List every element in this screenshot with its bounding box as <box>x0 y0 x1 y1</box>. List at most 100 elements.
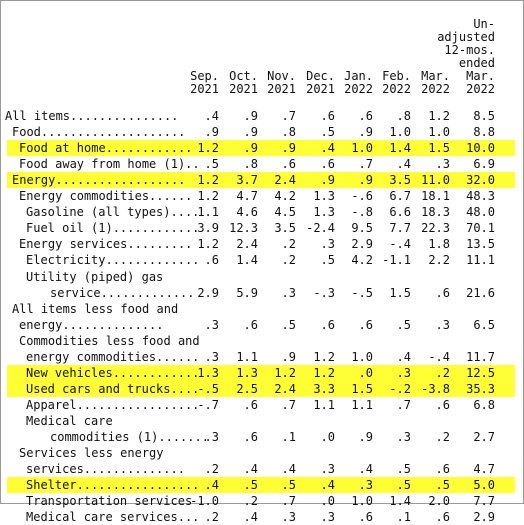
row-label: energy.............. <box>19 317 164 332</box>
cell-unadjusted_12mos: 6.5 <box>473 317 495 332</box>
row-label: Gasoline (all types).... <box>26 205 200 220</box>
cell-dec2021: 1.1 <box>313 397 335 412</box>
row-label: Electricity............. <box>26 253 200 268</box>
cell-mar2022: 1.0 <box>428 125 450 140</box>
cell-sep2021: .3 <box>204 317 219 332</box>
cell-oct2021: .4 <box>243 510 258 525</box>
cell-feb2022: -.4 <box>389 237 411 252</box>
cell-dec2021: .3 <box>320 510 335 525</box>
row-label: Services less energy <box>19 446 164 461</box>
cell-nov2021: .2 <box>281 253 296 268</box>
column-header-line: 2021 <box>229 82 258 96</box>
column-header-sep2021: Sep. 2021 <box>183 70 219 96</box>
cell-feb2022: .4 <box>396 157 411 172</box>
cell-unadjusted_12mos: 12.5 <box>466 365 495 380</box>
cell-oct2021: 12.3 <box>229 221 258 236</box>
column-header-line: Un- <box>473 17 495 31</box>
cell-mar2022: 22.3 <box>421 221 450 236</box>
column-header-line: Mar. <box>466 69 495 83</box>
cell-nov2021: 2.4 <box>274 173 296 188</box>
cell-feb2022: .5 <box>396 478 411 493</box>
column-header-line: 2021 <box>267 82 296 96</box>
row-label: commodities (1)....... <box>50 430 209 444</box>
column-header-line: Feb. <box>382 69 411 83</box>
cell-mar2022: 1.2 <box>428 109 450 123</box>
cell-nov2021: .5 <box>281 478 296 493</box>
cell-oct2021: .6 <box>243 430 258 444</box>
cell-nov2021: 2.4 <box>274 381 296 396</box>
cell-unadjusted_12mos: 48.0 <box>466 205 495 220</box>
cell-sep2021: .3 <box>204 430 219 444</box>
cell-feb2022: .5 <box>396 317 411 332</box>
table-row: commodities (1)....... .3.6.1.0.9.3.2 2.7 <box>0 429 524 445</box>
table-row: Apparel................. -.7 .6 .7 1.1 1.1 .7.… <box>0 397 524 413</box>
row-label: All items less food and <box>12 301 179 316</box>
cell-oct2021: .9 <box>243 109 258 123</box>
cell-jan2022: .7 <box>358 157 373 172</box>
cell-feb2022: 6.7 <box>389 189 411 204</box>
cell-oct2021: 1.3 <box>236 365 258 380</box>
row-label: Medical care services... <box>26 510 200 525</box>
row-label: Energy.................. <box>12 173 186 188</box>
cell-jan2022: -.8 <box>351 205 373 220</box>
cell-mar2022: .3 <box>435 317 450 332</box>
cell-nov2021: .3 <box>281 285 296 300</box>
column-header-line: Dec. <box>306 69 335 83</box>
cell-oct2021: 4.6 <box>236 205 258 220</box>
cell-mar2022: 1.8 <box>428 237 450 252</box>
cell-sep2021: 2.9 <box>197 285 219 300</box>
column-header-line: 12-mos. <box>444 43 495 57</box>
column-headers: Sep. 2021 Oct. 2021 Nov. 2021 Dec. 2021 Jan. 2022… <box>0 6 524 96</box>
cell-dec2021: .6 <box>320 109 335 123</box>
cell-mar2022: .6 <box>435 285 450 300</box>
cell-sep2021: 1.3 <box>197 365 219 380</box>
cell-unadjusted_12mos: 7.7 <box>473 494 495 509</box>
cell-unadjusted_12mos: 70.1 <box>466 221 495 236</box>
column-header-line: Mar. <box>421 69 450 83</box>
cell-sep2021: 1.2 <box>197 189 219 204</box>
row-label: services.............. <box>26 462 185 477</box>
column-header-line: Nov. <box>267 69 296 83</box>
cell-nov2021: .1 <box>281 430 296 444</box>
cell-dec2021: 1.2 <box>313 365 335 380</box>
cell-mar2022: 18.1 <box>421 189 450 204</box>
cell-sep2021: -.7 <box>197 397 219 412</box>
cell-dec2021: .3 <box>320 462 335 477</box>
cell-sep2021: .9 <box>204 125 219 140</box>
cell-nov2021: .2 <box>281 237 296 252</box>
cell-dec2021: .9 <box>320 173 335 188</box>
row-label: Food away from home (1).. <box>19 157 200 172</box>
row-label: Utility (piped) gas <box>26 269 164 284</box>
cell-jan2022: 1.0 <box>351 494 373 509</box>
cell-jan2022: .4 <box>358 462 373 477</box>
cell-jan2022: .0 <box>358 365 373 380</box>
cell-dec2021: -2.4 <box>306 221 335 236</box>
cell-oct2021: 4.7 <box>236 189 258 204</box>
row-label: Medical care <box>26 413 113 428</box>
cell-feb2022: -.2 <box>389 381 411 396</box>
cell-jan2022: 4.2 <box>351 253 373 268</box>
cell-nov2021: 4.5 <box>274 205 296 220</box>
cell-oct2021: .4 <box>243 462 258 477</box>
cell-oct2021: .5 <box>243 478 258 493</box>
column-header-line: 2022 <box>421 82 450 96</box>
cell-nov2021: .7 <box>281 397 296 412</box>
table-row-highlighted: New vehicles............ 1.3 1.3 1.2 1.2.0.3… <box>0 364 524 381</box>
cell-feb2022: 1.0 <box>389 125 411 140</box>
column-header-line: 2022 <box>466 82 495 96</box>
cell-sep2021: 1.1 <box>197 205 219 220</box>
cell-mar2022: 11.0 <box>421 173 450 188</box>
column-header-jan2022: Jan. 2022 <box>337 70 373 96</box>
row-label: Used cars and trucks.... <box>26 381 200 396</box>
cell-jan2022: .6 <box>358 109 373 123</box>
cell-nov2021: 4.2 <box>274 189 296 204</box>
cell-dec2021: 1.2 <box>313 349 335 364</box>
table-row: Gasoline (all types).... 1.1 4.6 4.5 1.3 -.8 6… <box>0 204 524 220</box>
cell-nov2021: .4 <box>281 462 296 477</box>
cell-jan2022: .9 <box>358 125 373 140</box>
column-header-mar2022: Mar. 2022 <box>414 70 450 96</box>
cell-unadjusted_12mos: 5.0 <box>473 478 495 493</box>
cell-mar2022: .5 <box>435 478 450 493</box>
cell-jan2022: .9 <box>358 173 373 188</box>
cell-unadjusted_12mos: 8.5 <box>473 109 495 123</box>
